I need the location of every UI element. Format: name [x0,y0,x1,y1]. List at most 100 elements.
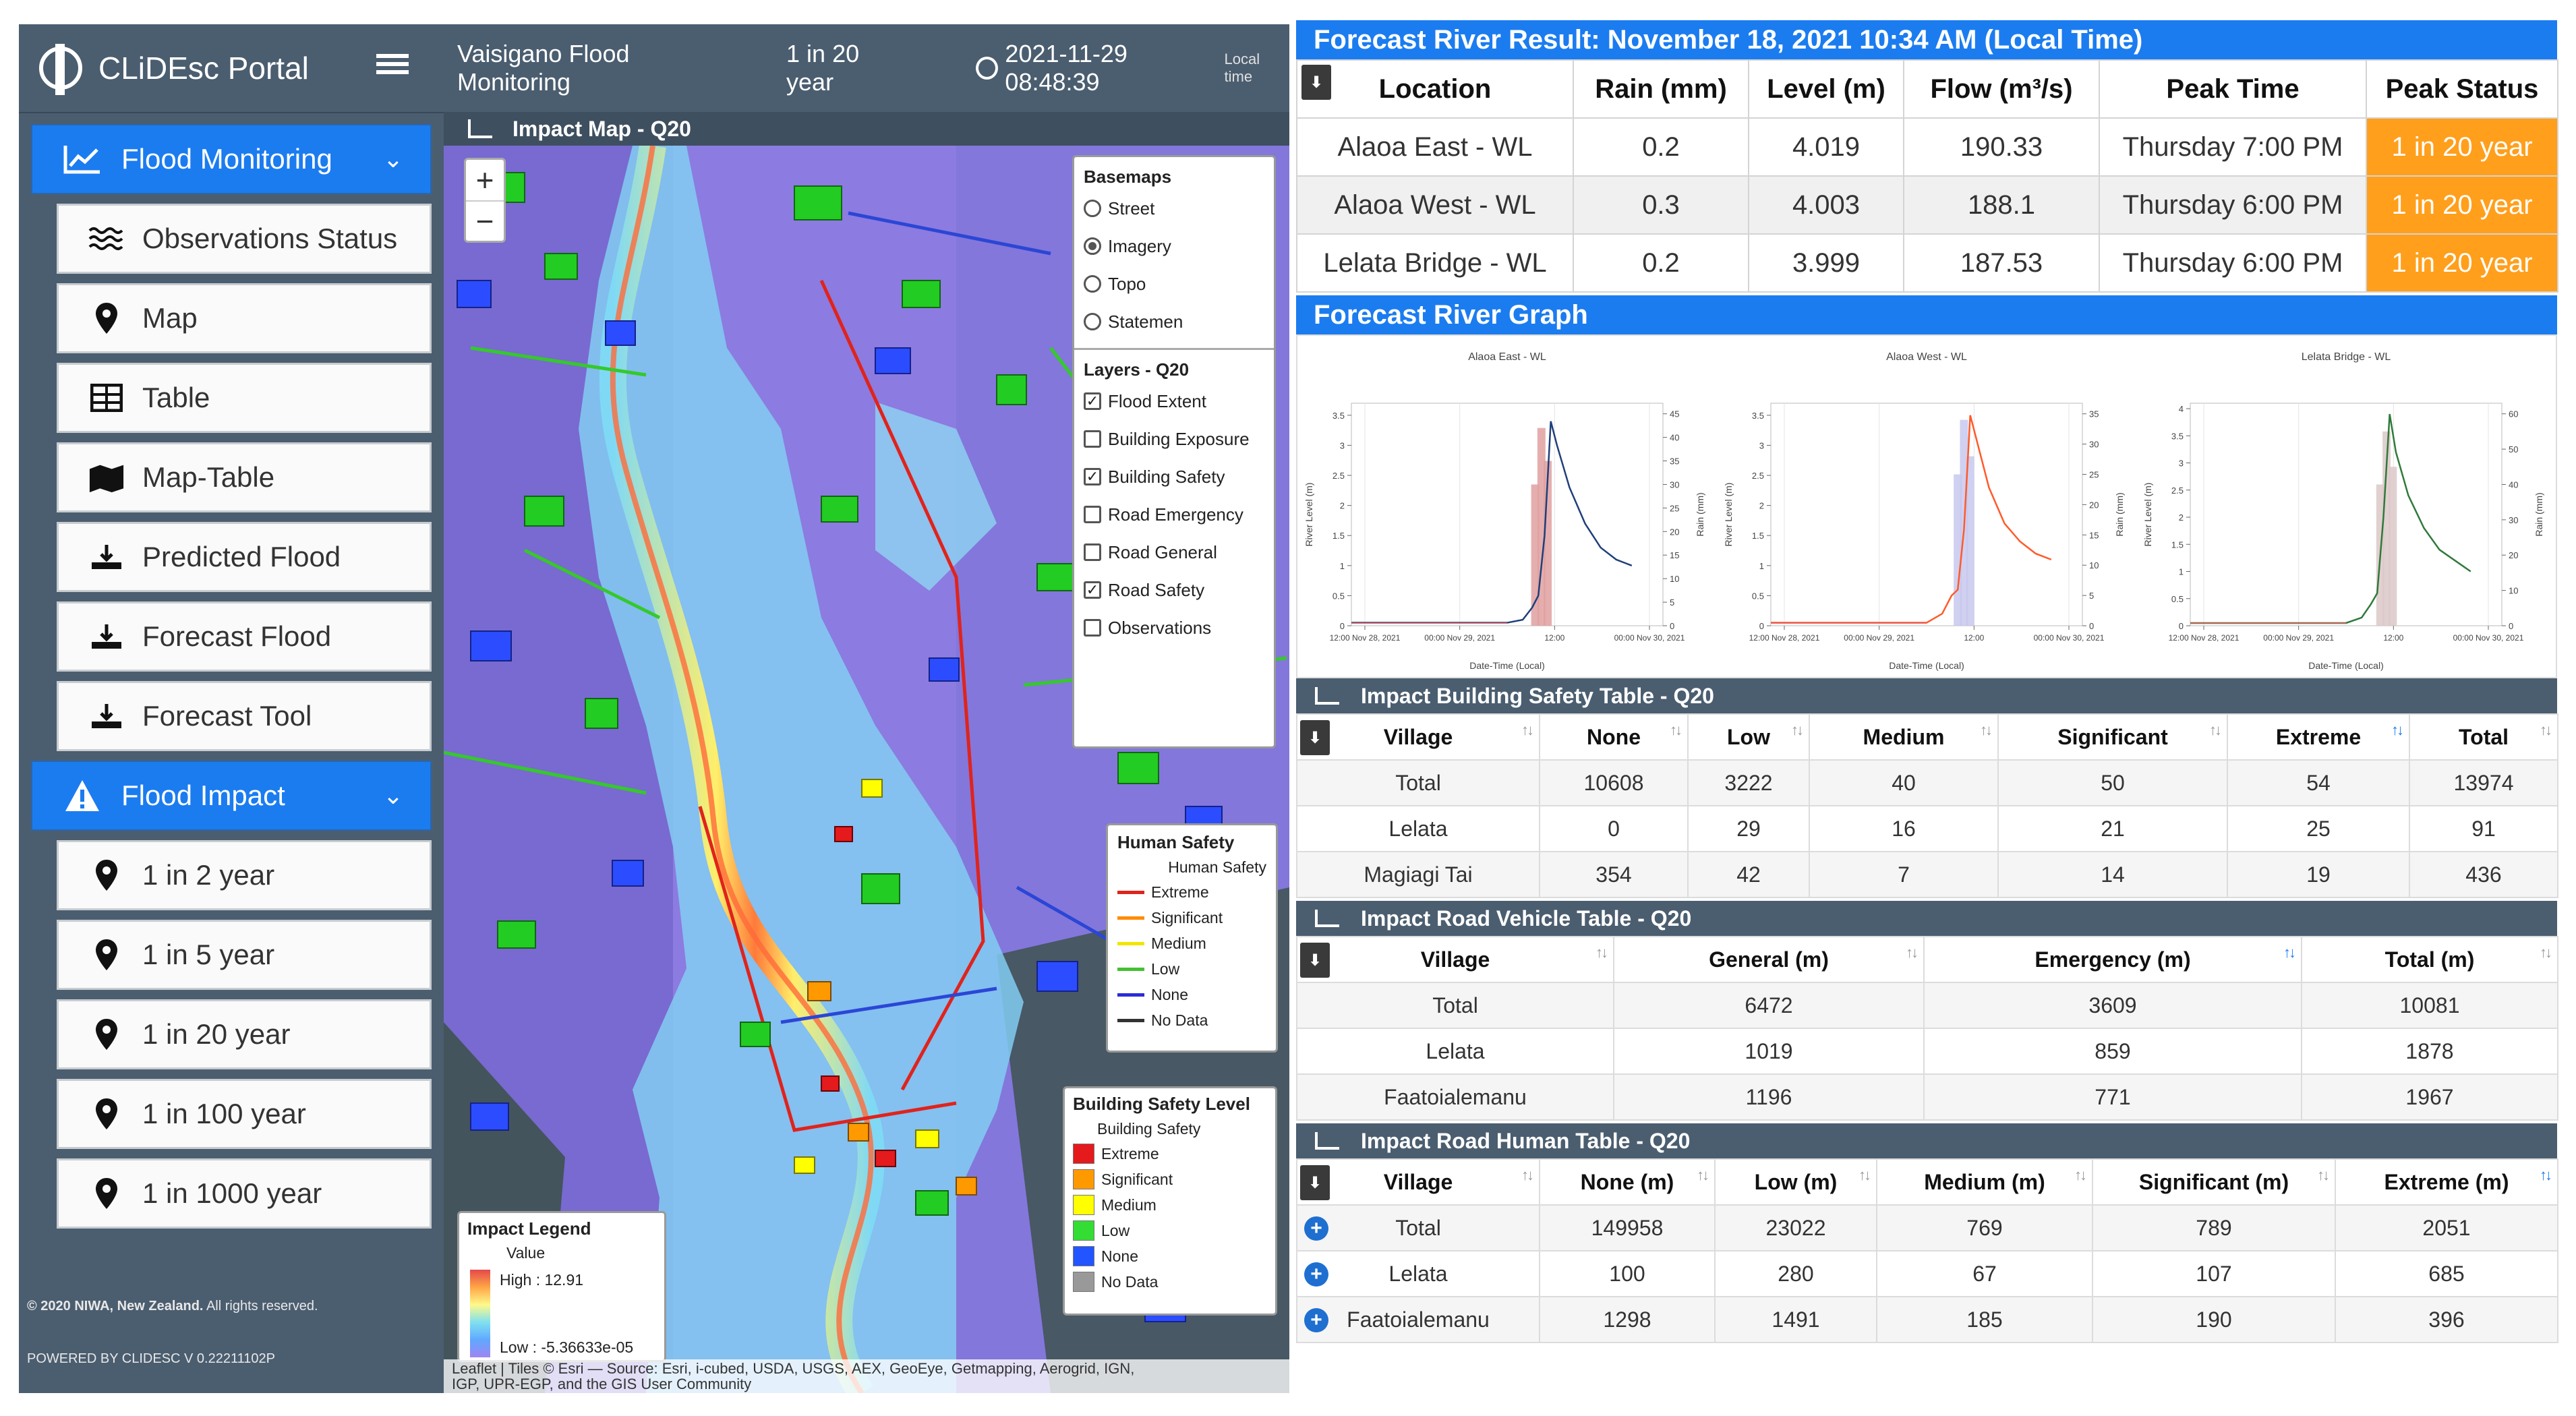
sort-icon[interactable]: ↑↓ [1697,1167,1709,1183]
sidebar-item-forecast-tool[interactable]: Forecast Tool [57,681,432,751]
layer-option-road-emergency[interactable]: Road Emergency [1084,503,1264,526]
column-header[interactable]: Medium (m) ↑↓ [1876,1158,2093,1206]
column-header[interactable]: Total (m) ↑↓ [2301,936,2558,983]
sidebar-item-1-in-2-year[interactable]: 1 in 2 year [57,840,432,910]
impact-map[interactable]: + − Basemaps Street Imagery Topo Statemen L… [444,146,1289,1393]
radio-button[interactable] [1084,275,1101,293]
table-row: Total 6472 3609 10081 [1296,982,2558,1029]
zoom-in-button[interactable]: + [475,163,494,198]
layer-option-building-exposure[interactable]: Building Exposure [1084,427,1264,450]
sort-icon[interactable]: ↑↓ [2540,721,2552,738]
sort-icon[interactable]: ↑↓ [2283,944,2296,961]
brand[interactable]: CLiDEsc Portal [19,24,444,112]
column-header[interactable]: Significant ↑↓ [1997,713,2228,761]
sort-icon[interactable]: ↑↓ [1670,721,1682,738]
radio-button[interactable] [1084,313,1101,330]
download-icon[interactable]: ⬇ [1300,720,1330,755]
road-human-table: ⬇ Village ↑↓ None (m) ↑↓ Low (m) ↑↓ Medium (m) ↑… [1296,1158,2558,1343]
basemap-option-topo[interactable]: Topo [1084,272,1264,295]
sort-icon[interactable]: ↑↓ [1980,721,1993,738]
sort-icon[interactable]: ↑↓ [2209,721,2222,738]
layer-option-building-safety[interactable]: ✓ Building Safety [1084,465,1264,488]
column-header[interactable]: ⬇ Village ↑↓ [1296,936,1614,983]
checkbox[interactable]: ✓ [1084,581,1101,599]
column-header[interactable]: ⬇ Village ↑↓ [1296,713,1540,761]
sidebar-section-flood-impact[interactable]: Flood Impact ⌄ [31,761,432,831]
expand-row-icon[interactable]: + [1304,1216,1328,1241]
sort-icon[interactable]: ↑↓ [1906,944,1919,961]
map-attribution[interactable]: Leaflet | Tiles © Esri — Source: Esri, i… [444,1359,1289,1393]
sort-icon[interactable]: ↑↓ [2074,1167,2087,1183]
column-header[interactable]: ⬇ Village ↑↓ [1296,1158,1540,1206]
sidebar-item-predicted-flood[interactable]: Predicted Flood [57,522,432,592]
cell-value: 10081 [2399,993,2460,1017]
legend-item: None [1117,982,1266,1007]
table-cell: 0 [1539,805,1689,852]
sort-icon[interactable]: ↑↓ [1521,1167,1534,1183]
basemap-option-imagery[interactable]: Imagery [1084,235,1264,258]
sort-icon[interactable]: ↑↓ [2540,944,2552,961]
expand-row-icon[interactable]: + [1304,1308,1328,1332]
layer-option-flood-extent[interactable]: ✓ Flood Extent [1084,390,1264,413]
map-table-icon [88,459,125,496]
sort-icon[interactable]: ↑↓ [1791,721,1804,738]
checkbox[interactable]: ✓ [1084,468,1101,485]
sidebar-item-1-in-20-year[interactable]: 1 in 20 year [57,999,432,1069]
download-icon[interactable]: ⬇ [1301,65,1331,100]
sidebar-item-map[interactable]: Map [57,283,432,353]
table-cell: 190 [2092,1296,2336,1343]
checkbox[interactable] [1084,506,1101,523]
basemap-option-statemen[interactable]: Statemen [1084,310,1264,333]
layer-option-road-general[interactable]: Road General [1084,541,1264,564]
sidebar-item-1-in-100-year[interactable]: 1 in 100 year [57,1079,432,1149]
building-safety-table: ⬇ Village ↑↓ None ↑↓ Low ↑↓ Medium ↑↓ Significant… [1296,713,2558,898]
column-header[interactable]: Emergency (m) ↑↓ [1923,936,2302,983]
table-cell: 10081 [2301,982,2558,1029]
sidebar-item-1-in-5-year[interactable]: 1 in 5 year [57,920,432,990]
y2-tick-label: 35 [2089,409,2099,419]
radio-button[interactable] [1084,200,1101,217]
checkbox[interactable] [1084,543,1101,561]
sidebar-item-table[interactable]: Table [57,363,432,433]
layer-option-observations[interactable]: Observations [1084,616,1264,639]
column-header[interactable]: None (m) ↑↓ [1539,1158,1716,1206]
radio-button[interactable] [1084,237,1101,255]
column-header[interactable]: Significant (m) ↑↓ [2092,1158,2336,1206]
table-row: Magiagi Tai 354 42 7 14 19 436 [1296,851,2558,898]
column-header[interactable]: Extreme (m) ↑↓ [2335,1158,2558,1206]
column-header[interactable]: Low ↑↓ [1687,713,1810,761]
sidebar-section-flood-monitoring[interactable]: Flood Monitoring ⌄ [31,124,432,194]
sidebar-item-forecast-flood[interactable]: Forecast Flood [57,601,432,672]
sidebar-item-observations-status[interactable]: Observations Status [57,204,432,274]
column-header[interactable]: Total ↑↓ [2409,713,2558,761]
clock-icon [976,57,999,80]
sort-icon[interactable]: ↑↓ [2317,1167,2330,1183]
zoom-out-button[interactable]: − [466,200,504,241]
sort-icon[interactable]: ↑↓ [1858,1167,1871,1183]
column-header[interactable]: Medium ↑↓ [1809,713,1999,761]
sort-icon[interactable]: ↑↓ [2540,1167,2552,1183]
basemap-option-street[interactable]: Street [1084,197,1264,220]
checkbox[interactable]: ✓ [1084,392,1101,410]
sort-icon[interactable]: ↑↓ [1521,721,1534,738]
download-icon[interactable]: ⬇ [1300,943,1330,978]
legend-title: Building Safety Level [1073,1094,1250,1114]
sort-icon[interactable]: ↑↓ [1596,944,1608,961]
download-icon[interactable]: ⬇ [1300,1165,1330,1200]
expand-row-icon[interactable]: + [1304,1262,1328,1287]
sidebar-item-map-table[interactable]: Map-Table [57,442,432,512]
checkbox[interactable] [1084,619,1101,637]
sidebar-item-1-in-1000-year[interactable]: 1 in 1000 year [57,1158,432,1229]
column-header[interactable]: Low (m) ↑↓ [1714,1158,1877,1206]
legend-swatch [1073,1195,1094,1215]
column-header[interactable]: Extreme ↑↓ [2227,713,2410,761]
hamburger-menu-icon[interactable] [376,50,409,82]
forecast-river-graph[interactable]: Alaoa East - WL 0 0.5 1 1.5 2 2.5 3 3.5 0 5 10 15 20 2… [1296,334,2557,678]
table-cell: Thursday 6:00 PM [2099,233,2367,293]
x-tick-label: 12:00 [1964,633,1984,643]
checkbox[interactable] [1084,430,1101,448]
column-header[interactable]: General (m) ↑↓ [1613,936,1925,983]
column-header[interactable]: None ↑↓ [1539,713,1689,761]
sort-icon[interactable]: ↑↓ [2391,721,2404,738]
layer-option-road-safety[interactable]: ✓ Road Safety [1084,579,1264,601]
